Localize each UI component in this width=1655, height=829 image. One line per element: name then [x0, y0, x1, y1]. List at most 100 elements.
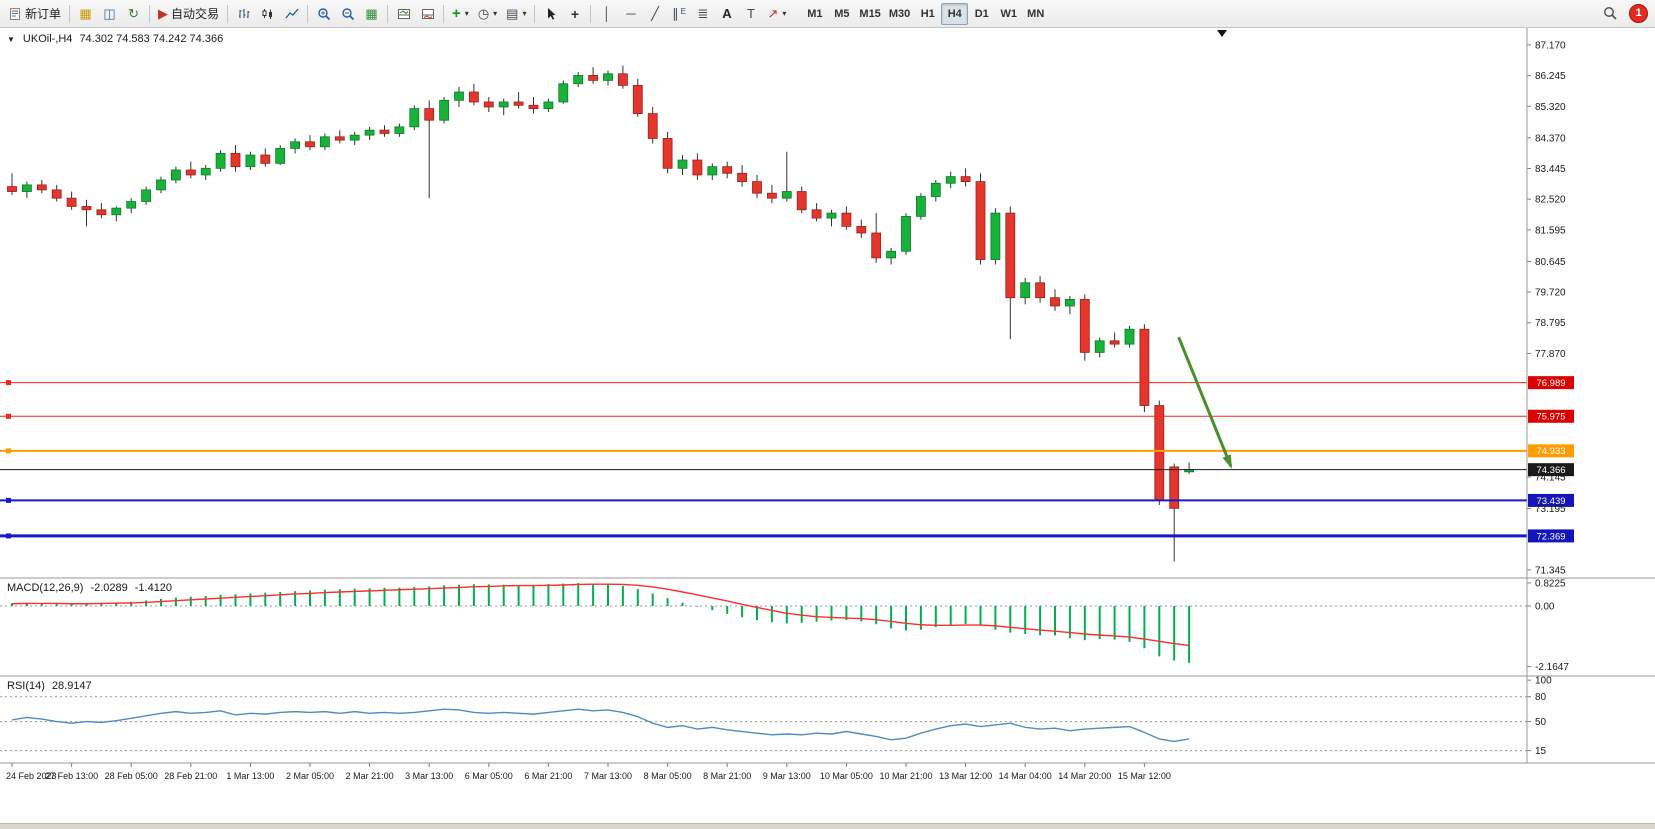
svg-text:2 Mar 21:00: 2 Mar 21:00	[346, 771, 394, 781]
line-handle[interactable]	[6, 380, 11, 386]
price-badge	[1528, 444, 1574, 458]
svg-text:6 Mar 21:00: 6 Mar 21:00	[524, 771, 572, 781]
timeframe-h4-button[interactable]: H4	[941, 2, 969, 25]
svg-text:85.320: 85.320	[1535, 102, 1566, 113]
fibonacci-button[interactable]: ≣	[691, 3, 714, 25]
symbol-header: ▼ UKOil-,H4 74.302 74.583 74.242 74.366	[7, 33, 223, 45]
svg-text:15: 15	[1535, 746, 1547, 757]
price-badge	[1528, 409, 1574, 423]
horizontal-line-button[interactable]: ─	[619, 3, 642, 25]
chart-canvas[interactable]: 76.98975.97574.93374.36673.43972.36987.1…	[0, 28, 1655, 823]
new-order-label: 新订单	[25, 7, 62, 21]
svg-text:0.00: 0.00	[1535, 602, 1555, 613]
notification-badge[interactable]: 1	[1629, 4, 1648, 23]
new-chart-button[interactable]: ▦	[74, 3, 97, 25]
macd-name: MACD(12,26,9)	[7, 582, 84, 594]
zoom-out-button[interactable]	[336, 3, 359, 25]
equidistant-channel-button[interactable]: ∥ E	[667, 3, 690, 25]
chart-shift-marker[interactable]	[1217, 30, 1227, 37]
svg-text:74.145: 74.145	[1535, 472, 1566, 483]
tile-windows-button[interactable]: ▦	[360, 3, 383, 25]
arrows-button[interactable]: ↗ ▾	[763, 3, 790, 25]
new-order-button[interactable]: 新订单	[4, 3, 65, 25]
collapse-triangle-icon[interactable]: ▼	[7, 35, 15, 44]
refresh-button[interactable]: ↻	[122, 3, 145, 25]
main-toolbar: 新订单 ▦ ◫ ↻ ▶ 自动交易 ▦ + ▾ ◷ ▾ ▤ ▾	[0, 0, 1655, 28]
timeframe-m15-button[interactable]: M15	[855, 3, 884, 25]
bar-chart-button[interactable]	[232, 3, 255, 25]
horizontal-line-74.366[interactable]: 74.366	[0, 463, 1574, 477]
svg-text:73.195: 73.195	[1535, 504, 1566, 515]
svg-text:8 Mar 05:00: 8 Mar 05:00	[644, 771, 692, 781]
svg-text:15 Mar 12:00: 15 Mar 12:00	[1118, 771, 1171, 781]
svg-text:80.645: 80.645	[1535, 257, 1566, 268]
svg-text:0.8225: 0.8225	[1535, 578, 1566, 589]
svg-text:50: 50	[1535, 717, 1547, 728]
crosshair-button[interactable]: +	[563, 3, 586, 25]
svg-text:8 Mar 21:00: 8 Mar 21:00	[703, 771, 751, 781]
periodicity-button[interactable]: ◷ ▾	[474, 3, 501, 25]
svg-text:76.989: 76.989	[1536, 378, 1565, 389]
timeframe-w1-button[interactable]: W1	[995, 3, 1022, 25]
timeframe-m5-button[interactable]: M5	[828, 3, 855, 25]
timeframe-d1-button[interactable]: D1	[968, 3, 995, 25]
svg-text:10 Mar 21:00: 10 Mar 21:00	[879, 771, 932, 781]
profiles-button[interactable]: ◫	[98, 3, 121, 25]
add-indicator-icon: +	[452, 5, 461, 22]
text-label-button[interactable]: T	[739, 3, 762, 25]
new-order-icon	[10, 7, 20, 20]
trend-arrow-annotation[interactable]	[1177, 336, 1233, 469]
line-handle[interactable]	[6, 497, 11, 503]
timeframe-h1-button[interactable]: H1	[914, 3, 941, 25]
toolbar-separator	[149, 4, 151, 23]
new-chart-icon: ▦	[79, 6, 92, 21]
timeframe-group: M1 M5 M15 M30 H1 H4 D1 W1 MN	[801, 2, 1049, 25]
timeframe-m30-button[interactable]: M30	[885, 3, 914, 25]
svg-text:28 Feb 05:00: 28 Feb 05:00	[105, 771, 158, 781]
autotrading-icon: ▶	[158, 6, 169, 21]
trendline-button[interactable]: ╱	[643, 3, 666, 25]
timeframe-m1-button[interactable]: M1	[801, 3, 828, 25]
cursor-button[interactable]	[539, 3, 562, 25]
channel-icon: ∥	[672, 6, 679, 21]
toolbar-separator	[443, 4, 445, 23]
label-tool-icon: T	[747, 6, 755, 21]
template-icon: ▤	[506, 6, 519, 21]
svg-text:80: 80	[1535, 692, 1547, 703]
macd-signal-value: -1.4120	[134, 582, 173, 594]
arrow-tool-icon: ↗	[767, 6, 779, 21]
svg-text:7 Mar 13:00: 7 Mar 13:00	[584, 771, 632, 781]
line-chart-button[interactable]	[280, 3, 303, 25]
timeframe-mn-button[interactable]: MN	[1022, 3, 1049, 25]
autotrading-button[interactable]: ▶ 自动交易	[154, 3, 223, 25]
horizontal-line-72.369[interactable]: 72.369	[0, 529, 1574, 543]
toolbar-separator	[590, 4, 592, 23]
rsi-pane: 100 80 50 15	[0, 676, 1552, 757]
svg-text:86.245: 86.245	[1535, 71, 1566, 82]
add-indicator-button[interactable]: + ▾	[448, 3, 473, 25]
chevron-down-icon: ▾	[464, 8, 469, 18]
indicator-windows-button[interactable]	[416, 3, 439, 25]
line-handle[interactable]	[6, 413, 11, 419]
macd-pane: 0.8225 0.00 -2.1647	[0, 578, 1569, 673]
horizontal-line-76.989[interactable]: 76.989	[0, 376, 1574, 390]
candlestick-chart-button[interactable]	[256, 3, 279, 25]
horizontal-line-73.439[interactable]: 73.439	[0, 493, 1574, 507]
svg-text:100: 100	[1535, 676, 1552, 687]
horizontal-line-74.933[interactable]: 74.933	[0, 444, 1574, 458]
text-button[interactable]: A	[715, 3, 738, 25]
svg-text:82.520: 82.520	[1535, 195, 1566, 206]
indicators-button[interactable]	[392, 3, 415, 25]
chevron-down-icon: ▾	[493, 8, 498, 18]
vertical-line-button[interactable]: │	[595, 3, 618, 25]
search-button[interactable]	[1599, 3, 1622, 25]
line-handle[interactable]	[6, 448, 11, 454]
chevron-down-icon: ▾	[782, 8, 787, 18]
rsi-name: RSI(14)	[7, 680, 45, 692]
zoom-in-button[interactable]	[312, 3, 335, 25]
templates-button[interactable]: ▤ ▾	[502, 3, 530, 25]
svg-text:2 Mar 05:00: 2 Mar 05:00	[286, 771, 334, 781]
notification-count: 1	[1635, 7, 1642, 19]
line-handle[interactable]	[6, 533, 11, 539]
horizontal-line-75.975[interactable]: 75.975	[0, 409, 1574, 423]
